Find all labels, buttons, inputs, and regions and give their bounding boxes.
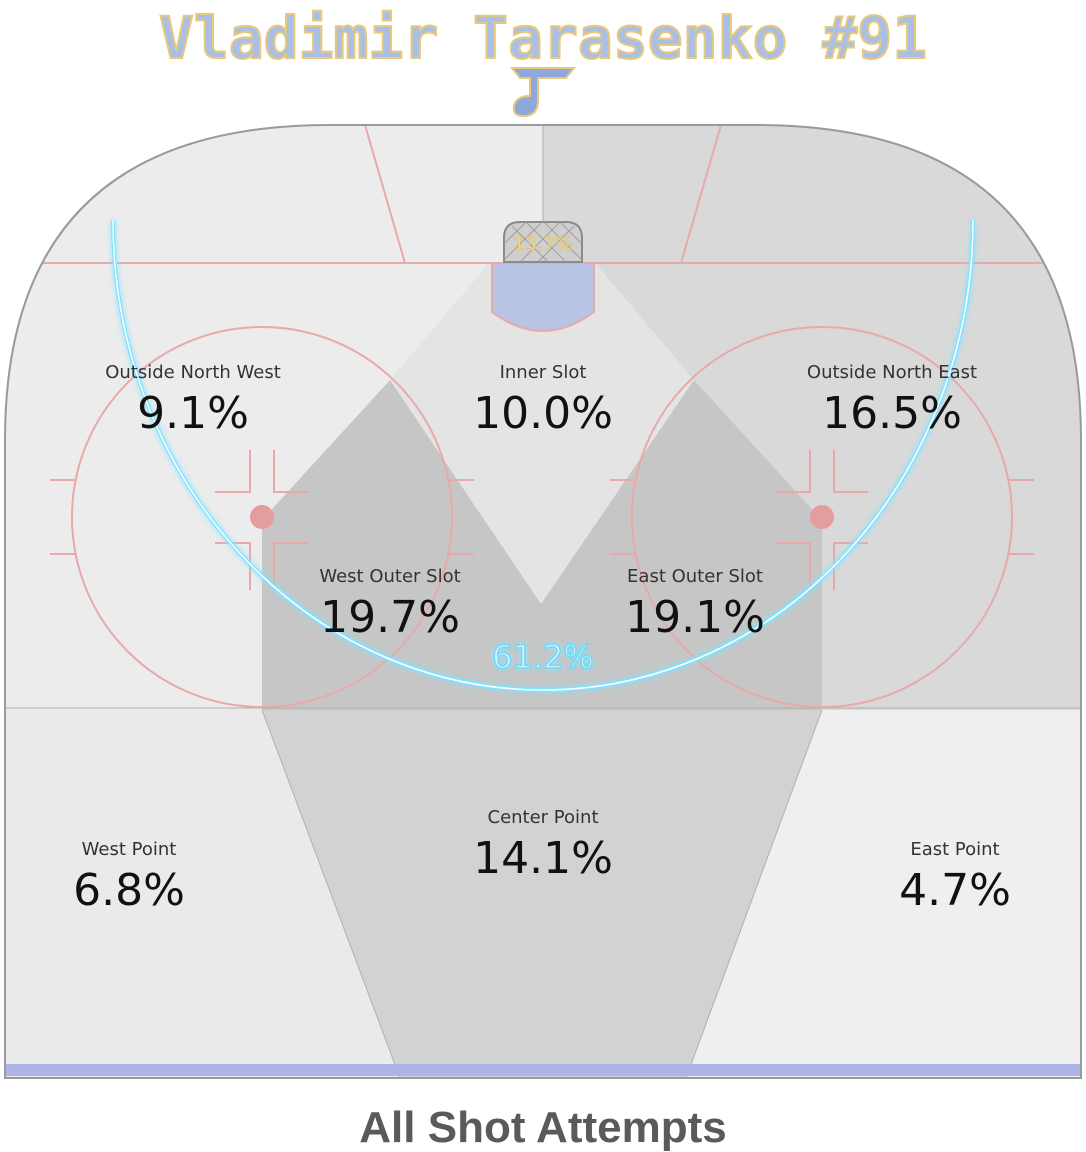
zone-outside-north-west [5, 125, 543, 710]
player-title: Vladimir Tarasenko #91 [159, 4, 927, 72]
arc-annotation: 61.2% [492, 638, 594, 676]
zone-value: 6.8% [73, 865, 185, 916]
zone-east-point [686, 710, 1081, 1078]
zone-labels: Outside North West 9.1% Inner Slot 10.0%… [73, 362, 1011, 916]
zone-outside-north-east [543, 125, 1081, 710]
zone-value: 19.1% [625, 592, 765, 643]
zone-value: 10.0% [473, 388, 613, 439]
zone-name: Outside North West [105, 362, 281, 383]
zone-name: East Point [910, 839, 999, 860]
zone-east-outer-slot [541, 380, 822, 710]
zone-name: West Point [82, 839, 177, 860]
blue-line [5, 1064, 1081, 1076]
zone-value: 19.7% [320, 592, 460, 643]
zone-name: West Outer Slot [319, 566, 460, 587]
goal-crease [491, 262, 595, 332]
zone-value: 14.1% [473, 833, 613, 884]
zone-name: Center Point [488, 807, 599, 828]
zone-name: Inner Slot [500, 362, 587, 383]
zone-center-point [262, 710, 822, 1078]
zone-name: Outside North East [807, 362, 977, 383]
net-annotation: 13.7% [513, 233, 573, 255]
rink [5, 125, 1081, 1078]
zone-value: 16.5% [822, 388, 962, 439]
chart-caption: All Shot Attempts [359, 1103, 726, 1152]
goal-net [503, 221, 583, 263]
blue-note-logo-icon [509, 67, 577, 118]
zone-name: East Outer Slot [627, 566, 763, 587]
zone-west-point [5, 710, 400, 1078]
zone-value: 4.7% [899, 865, 1011, 916]
zone-inner-slot [390, 262, 694, 604]
zone-value: 9.1% [137, 388, 249, 439]
